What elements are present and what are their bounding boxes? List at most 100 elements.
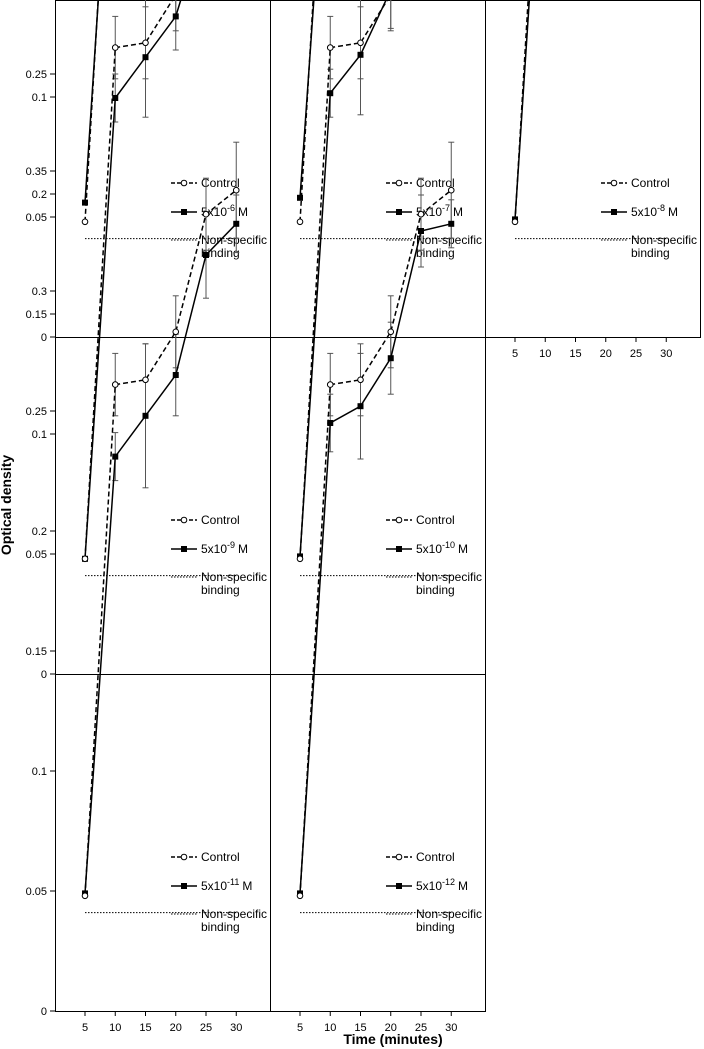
legend-treatment-marker — [181, 546, 187, 552]
legend-control-label: Control — [201, 513, 240, 527]
x-axis-panel-6: 5 10 15 20 25 30 — [82, 1011, 242, 1034]
y-tick-label: 0.2 — [32, 189, 47, 201]
legend-treatment-marker — [611, 209, 617, 215]
legend-nonspecific-label: Non-specific — [201, 570, 267, 584]
legend-control-marker — [610, 179, 618, 187]
y-tick-label: 0.05 — [26, 549, 47, 561]
legend-treatment-marker — [396, 883, 402, 889]
control-point — [417, 210, 425, 218]
concentration-exponent: -10 — [442, 540, 455, 550]
x-tick-label: 30 — [230, 1022, 242, 1034]
legend-control-label: Control — [416, 176, 455, 190]
concentration-exponent: -8 — [657, 203, 665, 213]
treatment-series-line — [299, 0, 315, 198]
concentration-unit: M — [458, 542, 468, 556]
legend-nonspecific-label: Non-specific — [416, 233, 482, 247]
control-point — [202, 210, 210, 218]
control-point — [111, 44, 119, 51]
treatment-point — [112, 95, 119, 101]
treatment-point — [112, 453, 119, 460]
control-point — [232, 186, 240, 194]
control-series-line — [84, 189, 237, 896]
legend-nonspecific-label-2: binding — [201, 583, 240, 597]
treatment-point — [172, 13, 179, 20]
y-tick-label: 0 — [41, 669, 47, 681]
y-tick-label: 0.15 — [26, 646, 47, 658]
treatment-point — [327, 420, 334, 426]
treatment-series-line — [299, 223, 452, 894]
treatment-series-line — [84, 0, 182, 559]
legend-control-label: Control — [201, 850, 240, 864]
concentration-exponent: -12 — [442, 877, 455, 887]
concentration-base: 5x10 — [201, 542, 227, 556]
legend-control-marker — [395, 516, 403, 524]
control-point — [142, 376, 149, 384]
treatment-point — [357, 51, 364, 58]
control-point — [357, 39, 364, 47]
x-tick-label: 10 — [539, 348, 551, 360]
concentration-exponent: -9 — [227, 540, 235, 550]
x-axis-panel-7: 5 10 15 20 25 30 — [297, 1011, 457, 1034]
y-tick-label: 0.05 — [26, 886, 47, 898]
control-point — [81, 555, 89, 563]
legend-treatment-label: 5x10-12 M — [416, 877, 468, 893]
concentration-base: 5x10 — [631, 205, 657, 219]
concentration-exponent: -11 — [227, 877, 239, 887]
legend-nonspecific-label: Non-specific — [416, 570, 482, 584]
legend-nonspecific-label: Non-specific — [201, 233, 267, 247]
treatment-point — [418, 228, 424, 234]
legend-nonspecific-label-2: binding — [416, 246, 455, 260]
control-point — [172, 328, 180, 336]
concentration-base: 5x10 — [416, 879, 442, 893]
x-tick-label: 10 — [109, 1022, 121, 1034]
y-tick-label: 0.2 — [32, 526, 47, 538]
treatment-point — [327, 90, 334, 97]
x-tick-label: 20 — [600, 348, 612, 360]
treatment-point — [297, 194, 303, 201]
control-point — [511, 218, 519, 226]
legend-nonspecific-label: Non-specific — [416, 907, 482, 921]
legend-control-label: Control — [631, 176, 670, 190]
panel-frame — [270, 674, 486, 1012]
legend-treatment-marker — [396, 546, 402, 552]
concentration-base: 5x10 — [416, 542, 442, 556]
x-tick-label: 5 — [297, 1022, 303, 1034]
treatment-point — [387, 355, 394, 362]
control-point — [326, 44, 334, 51]
treatment-point — [203, 252, 209, 258]
legend-control-label: Control — [201, 176, 240, 190]
y-axis-row-2: 0 0.05 0.1 0.15 0.2 0.25 0.3 0.35 — [26, 69, 55, 681]
concentration-unit: M — [238, 542, 248, 556]
panel-frame — [485, 0, 701, 338]
y-tick-label: 0.1 — [32, 429, 47, 441]
control-point — [387, 328, 395, 336]
legend-treatment-label: 5x10-11 M — [201, 877, 252, 893]
concentration-exponent: -6 — [227, 203, 235, 213]
x-tick-label: 25 — [415, 1022, 427, 1034]
legend-nonspecific-label-2: binding — [416, 583, 455, 597]
legend-nonspecific-label: Non-specific — [631, 233, 697, 247]
legend-control-marker — [180, 516, 188, 524]
x-tick-label: 15 — [569, 348, 581, 360]
x-tick-label: 10 — [324, 1022, 336, 1034]
x-tick-label: 5 — [512, 348, 518, 360]
y-tick-label: 0 — [41, 332, 47, 344]
control-point — [111, 381, 119, 388]
axes-layer: 00.050.10.150.20.250.30.3500.050.10.150.… — [26, 69, 673, 1034]
control-point — [357, 376, 364, 384]
control-series-line — [299, 189, 452, 896]
legend-treatment-marker — [181, 883, 187, 889]
x-tick-label: 15 — [354, 1022, 366, 1034]
legend-nonspecific-label-2: binding — [416, 920, 455, 934]
legend-control-marker — [180, 179, 188, 187]
treatment-point — [142, 412, 149, 419]
